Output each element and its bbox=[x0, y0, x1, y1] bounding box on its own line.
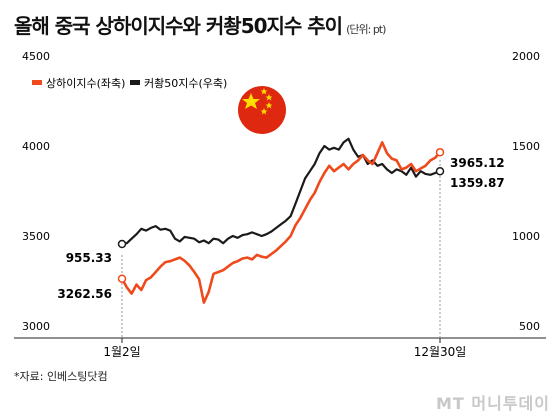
data-label-shanghai-start: 3262.56 bbox=[57, 287, 112, 301]
series-shanghai bbox=[117, 141, 445, 304]
y-left-tick: 3500 bbox=[22, 230, 50, 243]
y-left-tick: 4500 bbox=[22, 50, 50, 63]
chart-title: 올해 중국 상하이지수와 커촹50지수 추이 (단위: pt) bbox=[14, 10, 386, 39]
unit-label: (단위: pt) bbox=[346, 23, 386, 36]
flag-small-star-1 bbox=[260, 88, 268, 95]
flag-small-star-2 bbox=[265, 94, 273, 101]
legend-label-kechuang: 커촹50지수(우축) bbox=[144, 77, 227, 90]
legend-label-shanghai: 상하이지수(좌축) bbox=[46, 76, 125, 90]
china-flag-icon bbox=[238, 86, 286, 134]
series-end-point bbox=[435, 166, 445, 176]
x-tick-label: 12월30일 bbox=[414, 345, 467, 359]
y-right-tick: 500 bbox=[519, 320, 540, 333]
y-left-tick: 4000 bbox=[22, 140, 50, 153]
flag-disc bbox=[238, 86, 286, 134]
source-note: *자료: 인베스팅닷컴 bbox=[14, 370, 108, 383]
data-label-shanghai-end: 3965.12 bbox=[450, 156, 505, 170]
flag-small-star-4 bbox=[260, 108, 268, 115]
flag-big-star bbox=[242, 93, 260, 109]
y-left-tick: 3000 bbox=[22, 320, 50, 333]
series-line-shanghai bbox=[120, 141, 441, 304]
flag-small-star-3 bbox=[265, 102, 273, 109]
series-line-kechuang bbox=[121, 137, 441, 246]
x-tick-label: 1월2일 bbox=[103, 345, 140, 359]
y-right-ticks: 500 1000 1500 2000 bbox=[512, 50, 540, 333]
y-right-tick: 1000 bbox=[512, 230, 540, 243]
data-label-kechuang-end: 1359.87 bbox=[450, 176, 505, 190]
brand-logo: MT 머니투데이 bbox=[435, 394, 550, 413]
series-start-point bbox=[117, 274, 127, 283]
legend-swatch-shanghai bbox=[32, 80, 42, 85]
y-left-ticks: 3000 3500 4000 4500 bbox=[22, 50, 50, 333]
y-right-tick: 1500 bbox=[512, 140, 540, 153]
legend-swatch-kechuang bbox=[130, 80, 140, 85]
series-end-point bbox=[435, 148, 445, 157]
data-label-kechuang-start: 955.33 bbox=[66, 251, 112, 265]
series-start-point bbox=[117, 239, 127, 249]
series-kechuang bbox=[117, 137, 445, 249]
y-right-tick: 2000 bbox=[512, 50, 540, 63]
legend: 상하이지수(좌축) 커촹50지수(우축) bbox=[32, 76, 227, 90]
chart-title-text: 올해 중국 상하이지수와 커촹50지수 추이 bbox=[14, 14, 343, 38]
